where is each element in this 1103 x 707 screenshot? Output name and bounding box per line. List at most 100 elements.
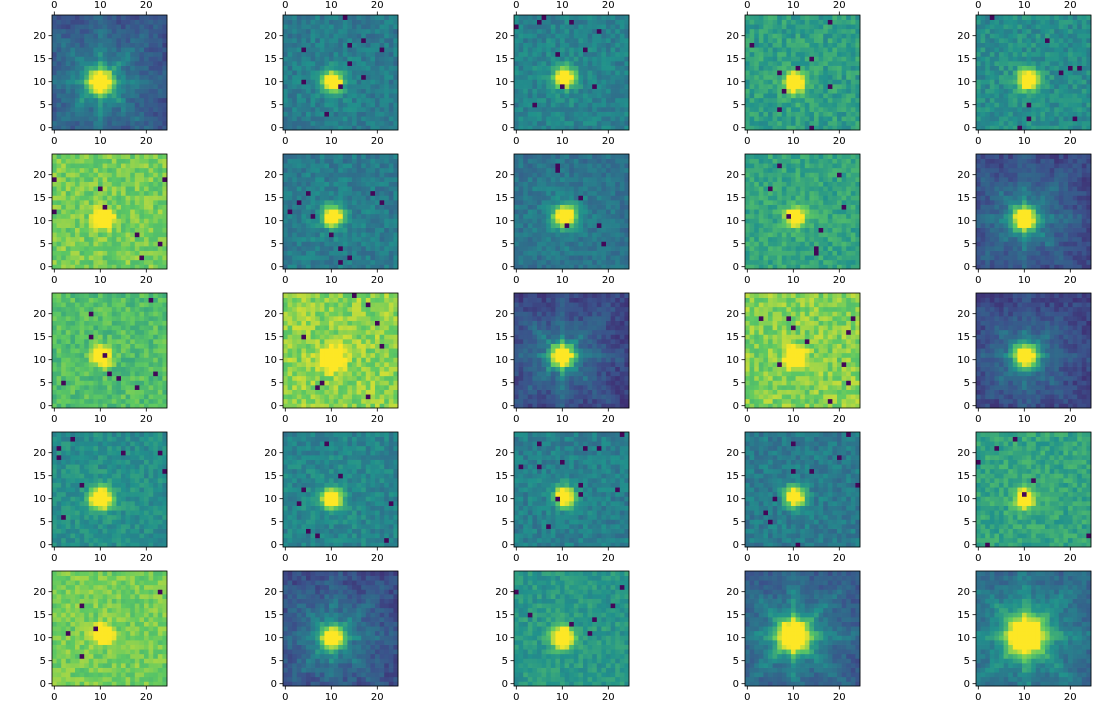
pixel-cell bbox=[70, 172, 76, 178]
pixel-cell bbox=[1017, 51, 1023, 57]
pixel-cell bbox=[745, 97, 750, 103]
pixel-cell bbox=[52, 195, 57, 201]
panel-frame bbox=[513, 14, 630, 131]
pixel-cell bbox=[795, 19, 801, 25]
pixel-cell bbox=[832, 56, 838, 62]
pixel-cell bbox=[768, 24, 773, 30]
pixel-cell bbox=[606, 97, 611, 103]
pixel-cell bbox=[624, 24, 630, 30]
pixel-cell bbox=[745, 24, 750, 30]
pixel-cell bbox=[144, 177, 149, 182]
pixel-cell bbox=[352, 97, 357, 103]
pixel-cell bbox=[837, 107, 842, 112]
pixel-cell bbox=[148, 70, 154, 76]
pixel-cell bbox=[1054, 38, 1060, 43]
pixel-cell bbox=[1040, 42, 1046, 48]
pixel-cell bbox=[1081, 107, 1087, 112]
pixel-cell bbox=[61, 172, 67, 178]
pixel-cell bbox=[88, 259, 94, 265]
pixel-cell bbox=[758, 28, 764, 34]
pixel-cell bbox=[306, 70, 311, 76]
pixel-cell bbox=[157, 28, 163, 34]
pixel-cell bbox=[306, 246, 311, 251]
pixel-cell bbox=[361, 227, 367, 233]
pixel-cell bbox=[994, 56, 1000, 62]
pixel-cell bbox=[393, 213, 399, 219]
pixel-cell bbox=[356, 223, 362, 228]
pixel-cell bbox=[356, 204, 362, 210]
pixel-cell bbox=[754, 125, 760, 131]
pixel-cell bbox=[102, 177, 108, 182]
pixel-cell bbox=[527, 111, 533, 117]
pixel-cell bbox=[375, 125, 380, 131]
pixel-cell bbox=[361, 264, 367, 270]
pixel-cell bbox=[306, 93, 311, 99]
pixel-cell bbox=[1081, 111, 1087, 117]
pixel-cell bbox=[148, 65, 154, 71]
pixel-cell bbox=[116, 158, 122, 164]
pixel-cell bbox=[837, 79, 842, 85]
pixel-cell bbox=[601, 190, 607, 196]
pixel-cell bbox=[754, 61, 760, 66]
pixel-cell bbox=[781, 84, 787, 89]
pixel-cell bbox=[79, 186, 85, 192]
pixel-cell bbox=[319, 38, 325, 43]
pixel-cell bbox=[800, 120, 806, 126]
pixel-cell bbox=[989, 51, 995, 57]
pixel-cell bbox=[619, 79, 625, 85]
pixel-cell bbox=[781, 111, 787, 117]
pixel-cell bbox=[162, 42, 168, 48]
pixel-cell bbox=[75, 125, 80, 131]
pixel-cell bbox=[361, 213, 367, 219]
pixel-cell bbox=[306, 195, 311, 201]
pixel-cell bbox=[292, 172, 298, 178]
pixel-cell bbox=[763, 38, 769, 43]
pixel-cell bbox=[116, 70, 122, 76]
pixel-cell bbox=[70, 65, 76, 71]
pixel-cell bbox=[837, 102, 842, 108]
pixel-cell bbox=[98, 47, 103, 53]
pixel-cell bbox=[370, 56, 376, 62]
pixel-cell bbox=[818, 79, 824, 85]
pixel-cell bbox=[1017, 19, 1023, 25]
pixel-cell bbox=[153, 70, 159, 76]
pixel-cell bbox=[786, 38, 792, 43]
pixel-cell bbox=[292, 218, 298, 224]
pixel-cell bbox=[758, 84, 764, 89]
pixel-cell bbox=[541, 204, 547, 210]
pixel-cell bbox=[319, 19, 325, 25]
pixel-cell bbox=[393, 116, 399, 122]
pixel-cell bbox=[1049, 79, 1055, 85]
pixel-cell bbox=[560, 84, 565, 89]
pixel-cell bbox=[329, 93, 334, 99]
pixel-cell bbox=[111, 42, 117, 48]
pixel-cell bbox=[999, 97, 1004, 103]
pixel-cell bbox=[1017, 74, 1023, 80]
pixel-cell bbox=[384, 246, 390, 251]
pixel-cell bbox=[116, 56, 122, 62]
pixel-cell bbox=[850, 38, 856, 43]
pixel-cell bbox=[102, 111, 108, 117]
pixel-cell bbox=[1063, 24, 1069, 30]
pixel-cell bbox=[70, 236, 76, 242]
pixel-cell bbox=[130, 223, 136, 228]
pixel-cell bbox=[70, 116, 76, 122]
pixel-cell bbox=[65, 163, 71, 169]
pixel-cell bbox=[976, 15, 981, 20]
pixel-cell bbox=[134, 246, 140, 251]
pixel-cell bbox=[745, 107, 750, 112]
pixel-cell bbox=[102, 172, 108, 178]
pixel-cell bbox=[615, 120, 621, 126]
y-tick-label: 15 bbox=[957, 54, 970, 65]
pixel-cell bbox=[754, 15, 760, 20]
pixel-cell bbox=[823, 88, 829, 94]
pixel-cell bbox=[985, 24, 991, 30]
pixel-cell bbox=[319, 15, 325, 20]
pixel-cell bbox=[283, 232, 288, 238]
pixel-cell bbox=[555, 61, 561, 66]
pixel-cell bbox=[555, 186, 561, 192]
pixel-cell bbox=[601, 204, 607, 210]
pixel-cell bbox=[550, 213, 556, 219]
pixel-cell bbox=[111, 111, 117, 117]
pixel-cell bbox=[624, 204, 630, 210]
